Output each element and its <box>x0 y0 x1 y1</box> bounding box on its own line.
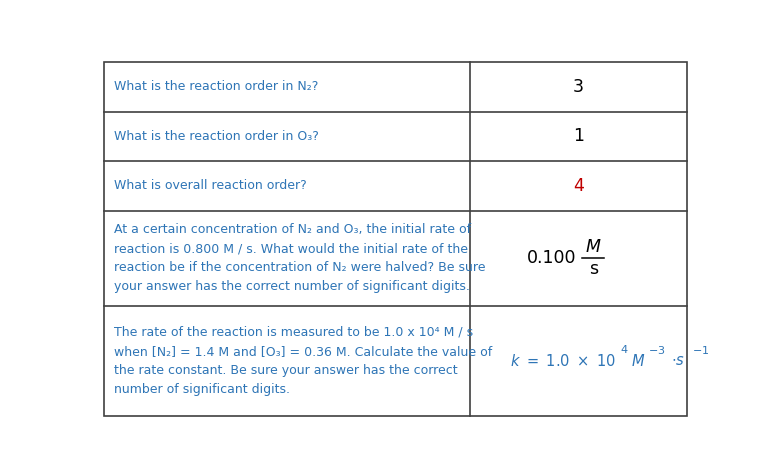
Text: $-1$: $-1$ <box>692 344 709 356</box>
Text: $k\ =\ 1.0\ \times\ 10$: $k\ =\ 1.0\ \times\ 10$ <box>510 353 616 369</box>
Text: 4: 4 <box>620 345 628 355</box>
Text: 1: 1 <box>573 127 584 145</box>
Text: M: M <box>586 238 601 256</box>
Text: What is the reaction order in O₃?: What is the reaction order in O₃? <box>114 130 319 143</box>
Text: What is the reaction order in N₂?: What is the reaction order in N₂? <box>114 80 318 94</box>
Text: What is overall reaction order?: What is overall reaction order? <box>114 179 307 193</box>
Text: s: s <box>588 260 598 278</box>
Text: At a certain concentration of N₂ and O₃, the initial rate of
reaction is 0.800 M: At a certain concentration of N₂ and O₃,… <box>114 223 486 293</box>
Text: $-3$: $-3$ <box>648 344 665 356</box>
Text: 4: 4 <box>573 177 584 195</box>
Text: 3: 3 <box>573 78 584 96</box>
Text: 0.100: 0.100 <box>527 249 576 267</box>
Text: $\cdot s$: $\cdot s$ <box>672 353 685 368</box>
Text: $M$: $M$ <box>631 353 645 369</box>
Text: The rate of the reaction is measured to be 1.0 x 10⁴ M / s
when [N₂] = 1.4 M and: The rate of the reaction is measured to … <box>114 326 493 396</box>
